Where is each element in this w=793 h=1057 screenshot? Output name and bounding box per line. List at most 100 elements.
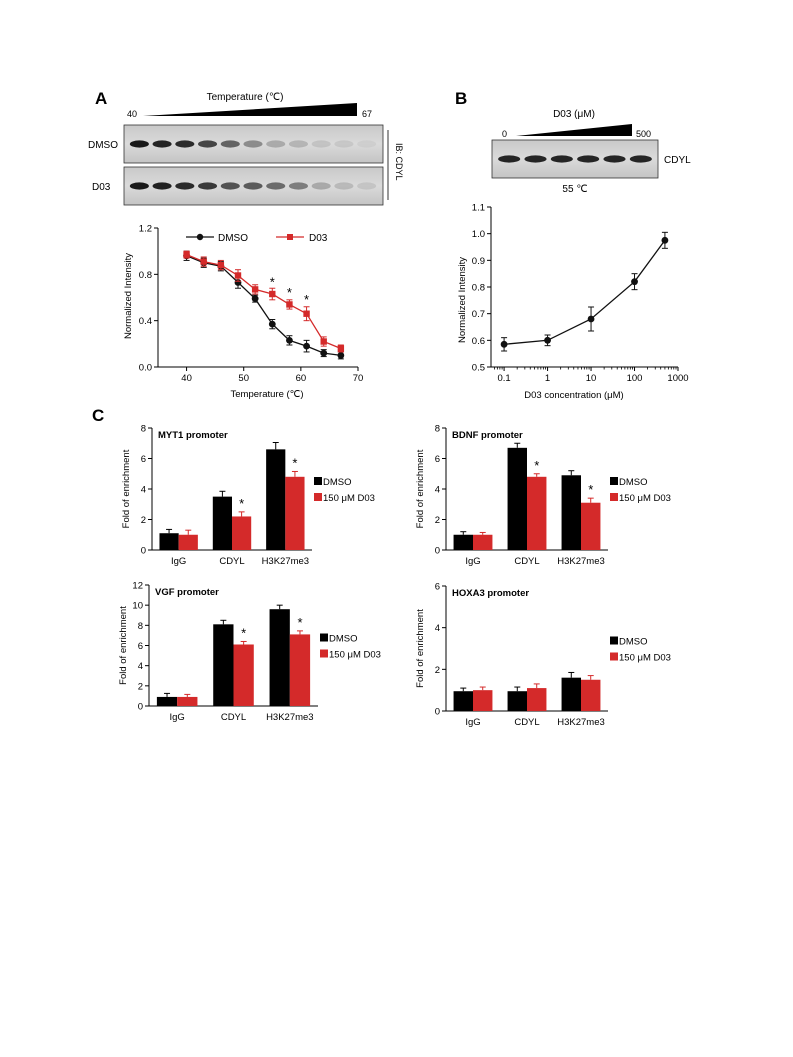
significance-star: * (239, 496, 244, 511)
chart-a-ylabel: Normalized Intensity (123, 253, 134, 339)
significance-star: * (270, 274, 275, 289)
blot-band (198, 140, 218, 148)
blot-b-bands (498, 155, 652, 163)
bar (473, 690, 493, 711)
bar (266, 449, 286, 550)
blot-b-row-label: CDYL (664, 155, 691, 166)
chart-title: HOXA3 promoter (452, 588, 529, 599)
significance-star: * (588, 482, 593, 497)
x-tick-label: 100 (627, 373, 643, 384)
legend-swatch (314, 493, 322, 501)
data-point (303, 310, 310, 317)
x-category-label: IgG (170, 712, 185, 723)
blot-band (243, 182, 263, 190)
blot-band (243, 140, 263, 148)
data-point (587, 315, 595, 323)
legend-swatch (314, 477, 322, 485)
y-tick-label: 6 (435, 582, 440, 593)
x-tick-label: 40 (181, 373, 192, 384)
x-category-label: CDYL (219, 556, 244, 567)
bar (581, 502, 601, 550)
blot-band (152, 182, 172, 190)
series-line (186, 253, 342, 350)
legend-d03-label: D03 (309, 233, 328, 244)
x-tick-label: 50 (238, 373, 249, 384)
y-tick-label: 8 (138, 621, 143, 632)
legend-swatch (610, 493, 618, 501)
x-tick-label: 70 (353, 373, 364, 384)
blot-a-row-label-dmso: DMSO (88, 140, 118, 151)
series-line (504, 239, 666, 345)
bar (473, 534, 493, 550)
blot-b-bottom-label: 55 ℃ (562, 184, 587, 195)
bar (233, 644, 254, 706)
data-point (320, 338, 327, 345)
data-point (544, 336, 551, 344)
bar (527, 688, 547, 711)
y-tick-label: 0.8 (472, 283, 485, 294)
blot-band (334, 182, 354, 190)
legend-swatch (610, 652, 618, 661)
panel-b-line-chart: 0.5 0.6 0.7 0.8 0.9 1.0 1.1 0.1 1 10 100 1000 D03 c… (457, 203, 689, 402)
blot-band (311, 140, 331, 148)
y-tick-label: 0.4 (139, 316, 152, 327)
bar (453, 534, 473, 550)
y-axis-label: Fold of enrichment (121, 449, 132, 528)
legend-label: DMSO (619, 477, 648, 488)
x-tick-label: 1000 (667, 373, 688, 384)
y-tick-label: 1.0 (472, 229, 485, 240)
bar (232, 516, 252, 550)
series-line (186, 255, 341, 357)
x-category-label: CDYL (514, 717, 539, 728)
x-category-label: H3K27me3 (557, 556, 605, 567)
x-category-label: IgG (465, 556, 480, 567)
blot-band (266, 140, 286, 148)
chart-b-ylabel: Normalized Intensity (457, 257, 468, 343)
significance-star: * (292, 455, 297, 470)
y-tick-label: 1.1 (472, 203, 485, 214)
bar (581, 679, 601, 711)
chart-b-xlabel: D03 concentration (μM) (524, 390, 623, 401)
y-tick-label: 4 (138, 661, 143, 672)
y-tick-label: 0.6 (472, 336, 485, 347)
y-tick-label: 6 (141, 454, 146, 465)
bar-chart-vgf: 0 2 4 6 8 10 12 VGF promoter Fold of enrichment I… (118, 581, 381, 724)
bar (159, 533, 179, 550)
blot-band (175, 140, 195, 148)
bar (289, 634, 311, 706)
y-tick-label: 2 (435, 515, 440, 526)
y-tick-label: 0.9 (472, 256, 485, 267)
chart-title: VGF promoter (155, 587, 219, 598)
y-axis-label: Fold of enrichment (118, 606, 129, 685)
blot-b-range-start: 0 (502, 129, 507, 139)
legend-swatch (320, 633, 328, 642)
data-point (631, 278, 638, 286)
chart-title: BDNF promoter (452, 430, 523, 441)
chart-b-plot: 0.5 0.6 0.7 0.8 0.9 1.0 1.1 0.1 1 10 100 1000 (472, 203, 689, 385)
legend-swatch (610, 477, 618, 485)
legend-swatch (320, 649, 328, 658)
y-axis-label: Fold of enrichment (415, 609, 426, 688)
data-point (286, 336, 293, 344)
blot-band (266, 182, 286, 190)
y-tick-label: 8 (141, 424, 146, 435)
chart-a-xlabel: Temperature (℃) (231, 389, 304, 400)
legend-label: 150 μM D03 (323, 493, 375, 504)
legend-label: 150 μM D03 (329, 650, 381, 661)
x-category-label: CDYL (221, 712, 246, 723)
y-tick-label: 0 (435, 707, 440, 718)
blot-a-range-start: 40 (127, 109, 137, 119)
y-tick-label: 0 (141, 546, 146, 557)
bar (507, 447, 527, 550)
legend-label: 150 μM D03 (619, 493, 671, 504)
x-tick-label: 1 (545, 373, 550, 384)
y-tick-label: 6 (435, 454, 440, 465)
y-tick-label: 0.8 (139, 270, 152, 281)
data-point (500, 340, 508, 348)
blot-band (175, 182, 195, 190)
legend-d03-marker (287, 234, 293, 240)
blot-band (288, 182, 309, 190)
y-tick-label: 2 (141, 515, 146, 526)
blot-band (629, 155, 652, 163)
blot-a-gradient-label: Temperature (℃) (207, 92, 284, 103)
